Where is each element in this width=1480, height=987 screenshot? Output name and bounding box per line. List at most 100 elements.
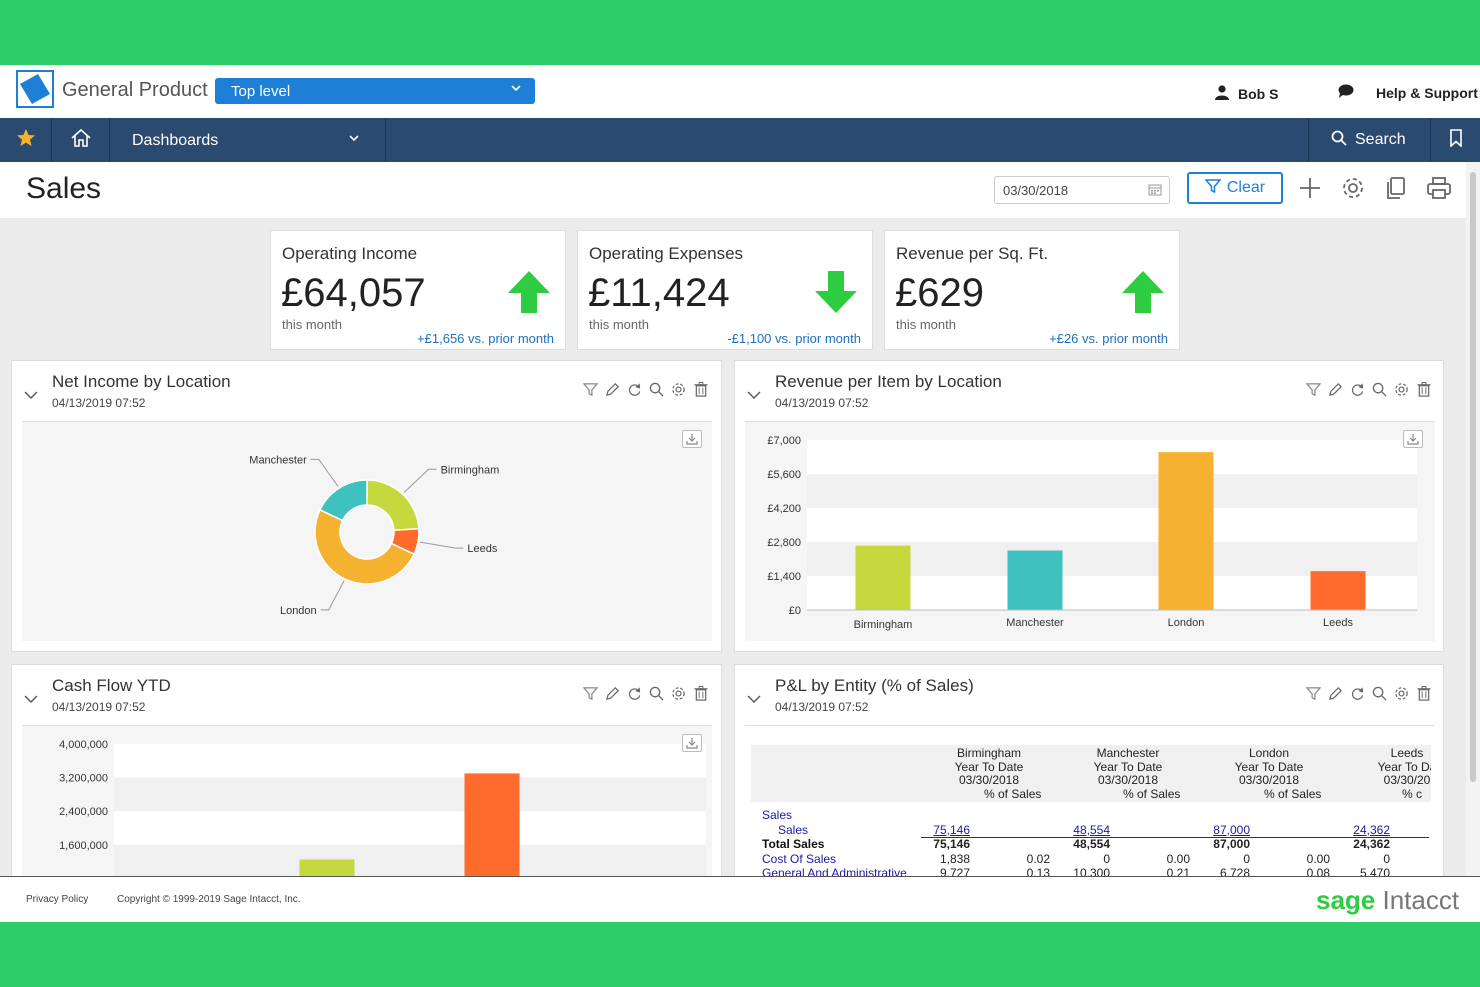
pl-cell-value: 0.02 [1026,851,1050,866]
kpi-subtitle: this month [589,317,649,332]
add-button[interactable] [1296,176,1324,204]
widget-timestamp: 04/13/2019 07:52 [775,396,869,410]
pl-subtotal-rule [921,836,1429,838]
arrow-up-icon [1120,269,1166,320]
refresh-icon[interactable] [1349,381,1366,398]
magnifier-icon[interactable] [648,381,665,398]
collapse-toggle-icon[interactable] [24,691,38,709]
gear-icon[interactable] [1393,685,1410,702]
y-tick-label: £0 [789,605,801,617]
filter-icon[interactable] [1305,381,1322,398]
y-tick-label: 4,000,000 [59,739,108,751]
gear-icon[interactable] [670,685,687,702]
donut-label-london: London [280,605,317,617]
pl-col-header-entity: Birmingham [956,746,1022,760]
kpi-card-operating-expenses[interactable]: Operating Expenses £11,424 this month -£… [577,230,873,350]
entity-level-select[interactable]: Top level [215,78,535,104]
edit-icon[interactable] [1327,685,1344,702]
help-support-link[interactable]: Help & Support [1338,84,1478,101]
favorites-button[interactable] [0,118,52,162]
edit-icon[interactable] [1327,381,1344,398]
grid-band [114,844,706,879]
pl-cell-value[interactable]: 48,554 [1073,822,1110,837]
settings-button[interactable] [1339,176,1367,204]
pl-cell-value: 0.00 [1166,851,1190,866]
refresh-icon[interactable] [626,381,643,398]
privacy-policy-link[interactable]: Privacy Policy [26,894,89,905]
donut-leader-line [310,458,339,487]
dashboards-label: Dashboards [132,132,219,149]
pl-col-header-pct: % c [1402,787,1423,801]
collapse-toggle-icon[interactable] [747,387,761,405]
as-of-date-input[interactable] [994,176,1170,204]
edit-icon[interactable] [604,381,621,398]
filter-icon[interactable] [582,381,599,398]
donut-slice-london[interactable] [314,508,416,585]
download-icon[interactable] [682,734,702,752]
brand-name-a: sage [1316,885,1376,915]
chevron-down-icon [349,132,359,146]
pl-cell-value: 0 [1243,851,1250,866]
y-tick-label: 1,600,000 [59,840,108,852]
donut-slice-manchester[interactable] [318,479,368,522]
scrollbar-thumb[interactable] [1470,172,1476,782]
y-tick-label: £5,600 [767,469,801,481]
bookmark-button[interactable] [1430,118,1480,162]
download-icon[interactable] [1403,430,1423,448]
magnifier-icon[interactable] [648,685,665,702]
gear-icon[interactable] [1393,381,1410,398]
pl-cell-value: 24,362 [1353,837,1390,851]
trash-icon[interactable] [692,381,709,398]
copy-button[interactable] [1382,176,1410,204]
filter-icon[interactable] [582,685,599,702]
pl-row-label[interactable]: Sales [778,822,809,837]
y-tick-label: £4,200 [767,503,801,515]
grid-band [114,777,706,812]
bar-birmingham[interactable] [855,545,911,610]
magnifier-icon[interactable] [1371,685,1388,702]
collapse-toggle-icon[interactable] [24,387,38,405]
kpi-card-operating-income[interactable]: Operating Income £64,057 this month +£1,… [270,230,566,350]
refresh-icon[interactable] [626,685,643,702]
magnifier-icon[interactable] [1371,381,1388,398]
home-button[interactable] [52,118,110,162]
widget-net-income-by-location: Net Income by Location 04/13/2019 07:52 … [11,360,722,652]
user-menu[interactable]: Bob S [1214,84,1278,103]
pl-cell-value[interactable]: 24,362 [1353,822,1390,837]
donut-label-manchester: Manchester [249,454,307,466]
dashboards-menu[interactable]: Dashboards [110,118,386,162]
donut-slice-birmingham[interactable] [366,479,420,532]
print-button[interactable] [1425,176,1453,204]
clear-filter-button[interactable]: Clear [1187,172,1283,204]
widget-chart-area: £7,000 £5,600 £4,200 £2,800 £1,400 £0 Birmingh… [745,421,1435,641]
x-category-label: Manchester [1006,617,1064,629]
pl-cell-value[interactable]: 75,146 [933,822,970,837]
grid-band [807,508,1417,542]
widget-timestamp: 04/13/2019 07:52 [52,700,146,714]
trash-icon[interactable] [1415,381,1432,398]
refresh-icon[interactable] [1349,685,1366,702]
edit-icon[interactable] [604,685,621,702]
pl-table-header: Birmingham Year To Date 03/30/2018% of Sal… [751,745,1431,802]
pl-cell-value[interactable]: 87,000 [1213,822,1250,837]
vertical-scrollbar[interactable] [1466,162,1480,876]
bar-manchester[interactable] [1007,550,1063,611]
gear-icon[interactable] [670,381,687,398]
widget-chart-area: 4,000,000 3,200,000 2,400,000 1,600,000 [22,725,712,913]
filter-icon[interactable] [1305,685,1322,702]
arrow-down-icon [813,269,859,320]
trash-icon[interactable] [692,685,709,702]
x-category-label: Leeds [1323,617,1353,629]
bar-london[interactable] [1158,452,1214,610]
pl-row-label[interactable]: Cost Of Sales [762,851,837,866]
calendar-icon[interactable] [1148,183,1162,201]
donut-label-birmingham: Birmingham [441,464,500,476]
widget-toolbar [1305,685,1432,702]
pl-row-label[interactable]: Sales [762,808,793,822]
trash-icon[interactable] [1415,685,1432,702]
collapse-toggle-icon[interactable] [747,691,761,709]
bar-leeds[interactable] [1310,571,1366,610]
download-icon[interactable] [682,430,702,448]
kpi-card-revenue-per-sq-ft[interactable]: Revenue per Sq. Ft. £629 this month +£26… [884,230,1180,350]
search-button[interactable]: Search [1308,118,1430,162]
